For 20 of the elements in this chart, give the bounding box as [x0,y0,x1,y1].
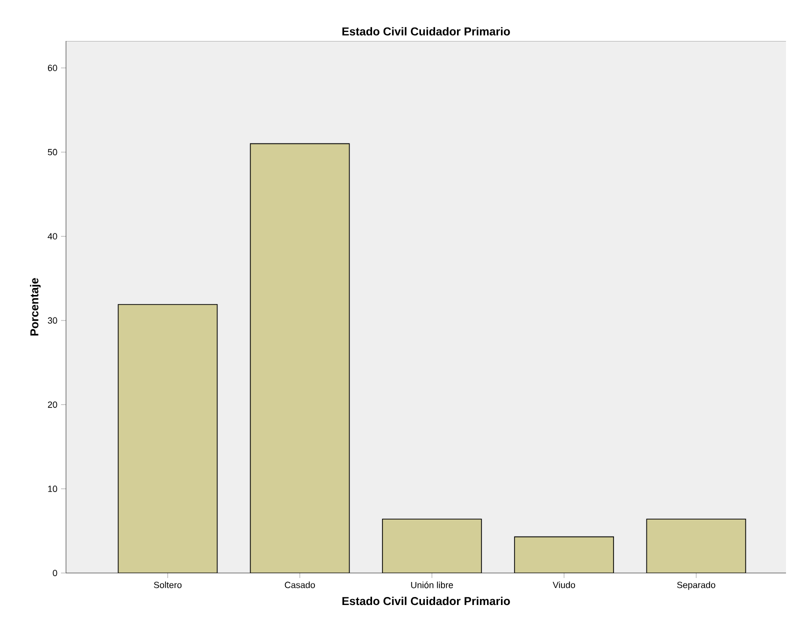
bar [250,143,350,573]
chart-title: Estado Civil Cuidador Primario [342,27,510,36]
y-tick-label: 10 [48,486,58,492]
bar [514,536,614,573]
y-axis-title: Porcentaje [30,278,41,336]
y-tick-label: 20 [48,401,58,408]
y-tick-label: 0 [52,570,58,576]
bar [118,304,218,573]
x-axis-title: Estado Civil Cuidador Primario [342,596,510,606]
bar [646,518,746,573]
bar [382,518,482,573]
y-tick-label: 30 [48,317,58,324]
y-tick-label: 40 [48,233,58,240]
x-tick-label: Unión libre [411,582,453,588]
x-tick-label: Viudo [552,582,576,588]
x-tick-label: Separado [677,582,716,590]
x-tick-label: Soltero [154,582,182,588]
x-tick-label: Casado [284,582,315,588]
y-tick-label: 60 [48,64,58,72]
y-tick-label: 50 [48,148,58,156]
